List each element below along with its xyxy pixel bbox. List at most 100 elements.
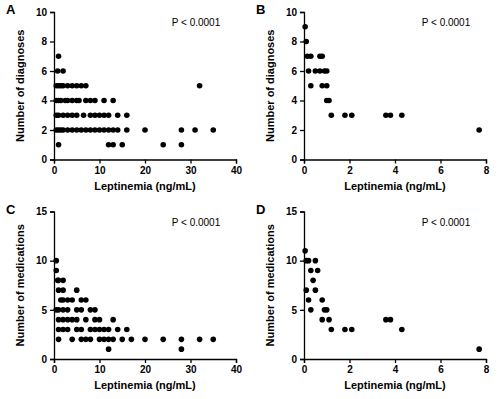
- x-tick-label: 20: [140, 364, 152, 375]
- panel-label: B: [256, 2, 265, 17]
- point: [65, 307, 71, 313]
- y-tick: 8: [291, 36, 304, 47]
- y-tick-mark: [300, 71, 304, 72]
- x-axis-title: Leptinemia (ng/mL): [94, 379, 196, 391]
- points: [302, 24, 482, 133]
- y-tick: 0: [41, 354, 54, 365]
- x-tick-mark: [440, 160, 441, 164]
- point: [349, 327, 355, 333]
- point: [388, 112, 394, 118]
- point: [329, 327, 335, 333]
- y-axis: 051015: [36, 206, 55, 365]
- x-tick: 2: [347, 160, 353, 176]
- x-tick-label: 4: [393, 364, 399, 375]
- point: [106, 346, 112, 352]
- point: [179, 127, 185, 133]
- x-axis-title: Leptinemia (ng/mL): [94, 180, 196, 192]
- point: [326, 98, 332, 104]
- point: [306, 68, 312, 74]
- x-tick-mark: [349, 160, 350, 164]
- x-tick: 4: [393, 359, 399, 375]
- x-tick: 8: [484, 359, 490, 375]
- x-axis-title: Leptinemia (ng/mL): [344, 180, 446, 192]
- x-tick: 6: [438, 359, 444, 375]
- x-tick-mark: [145, 359, 146, 363]
- x-tick-mark: [395, 359, 396, 363]
- x-tick-mark: [190, 359, 191, 363]
- point: [476, 127, 482, 133]
- x-tick: 20: [140, 359, 152, 375]
- y-tick-label: 6: [41, 66, 47, 77]
- y-tick-label: 4: [291, 95, 297, 106]
- x-tick-mark: [99, 359, 100, 363]
- point: [79, 297, 85, 303]
- y-tick-mark: [300, 12, 304, 13]
- panel: 010203040051015P < 0.0001Leptinemia (ng/…: [6, 202, 242, 392]
- point: [69, 337, 75, 343]
- x-axis: 010203040: [52, 359, 243, 375]
- y-tick: 5: [41, 305, 54, 316]
- point: [324, 83, 330, 89]
- point: [53, 258, 59, 264]
- x-tick-label: 6: [438, 165, 444, 176]
- x-tick-label: 40: [231, 165, 243, 176]
- y-tick-mark: [300, 310, 304, 311]
- point: [306, 297, 312, 303]
- point: [315, 268, 321, 274]
- y-tick-label: 10: [36, 255, 48, 266]
- x-tick-mark: [395, 160, 396, 164]
- y-tick-mark: [50, 71, 54, 72]
- x-tick-label: 8: [484, 364, 490, 375]
- point: [83, 317, 89, 323]
- point: [55, 68, 61, 74]
- point: [53, 268, 59, 274]
- figure: 010203040 0 2 4 6 8 10 P < 0.0001 Leptinemia (ng…: [0, 0, 500, 399]
- panel-label: A: [6, 2, 16, 17]
- y-tick-label: 15: [286, 206, 298, 217]
- point: [92, 307, 98, 313]
- x-tick-label: 2: [347, 364, 353, 375]
- y-tick: 4: [291, 95, 304, 106]
- x-tick-mark: [236, 359, 237, 363]
- point: [313, 258, 319, 264]
- y-tick-label: 10: [286, 255, 298, 266]
- point: [106, 112, 112, 118]
- y-tick-label: 8: [41, 36, 47, 47]
- points: [302, 248, 482, 352]
- panel: 0102030400246810P < 0.0001Leptinemia (ng…: [6, 2, 242, 192]
- y-tick-mark: [50, 100, 54, 101]
- point: [115, 112, 121, 118]
- y-tick-mark: [300, 41, 304, 42]
- x-tick-label: 10: [94, 364, 106, 375]
- y-tick-mark: [50, 310, 54, 311]
- x-tick: 8: [484, 160, 490, 176]
- point: [399, 112, 405, 118]
- y-tick: 0: [291, 154, 304, 165]
- x-axis: 010203040: [52, 160, 243, 176]
- y-tick: 6: [41, 66, 54, 77]
- y-tick: 2: [41, 125, 54, 136]
- y-tick-mark: [300, 359, 304, 360]
- point: [179, 142, 185, 148]
- x-tick-label: 8: [484, 165, 490, 176]
- point: [319, 297, 325, 303]
- x-axis-line: [305, 360, 487, 364]
- annotation: P < 0.0001: [422, 217, 471, 228]
- point: [55, 278, 61, 284]
- point: [197, 83, 203, 89]
- y-tick-mark: [50, 359, 54, 360]
- points: [53, 258, 216, 352]
- y-tick-mark: [50, 41, 54, 42]
- point: [388, 317, 394, 323]
- y-axis-line: [300, 13, 305, 161]
- point: [342, 112, 348, 118]
- annotation: P < 0.0001: [172, 17, 221, 28]
- point: [303, 287, 309, 293]
- point: [319, 53, 325, 59]
- point: [110, 98, 116, 104]
- point: [60, 278, 66, 284]
- point: [342, 327, 348, 333]
- point: [302, 248, 308, 254]
- x-tick-mark: [236, 160, 237, 164]
- point: [179, 346, 185, 352]
